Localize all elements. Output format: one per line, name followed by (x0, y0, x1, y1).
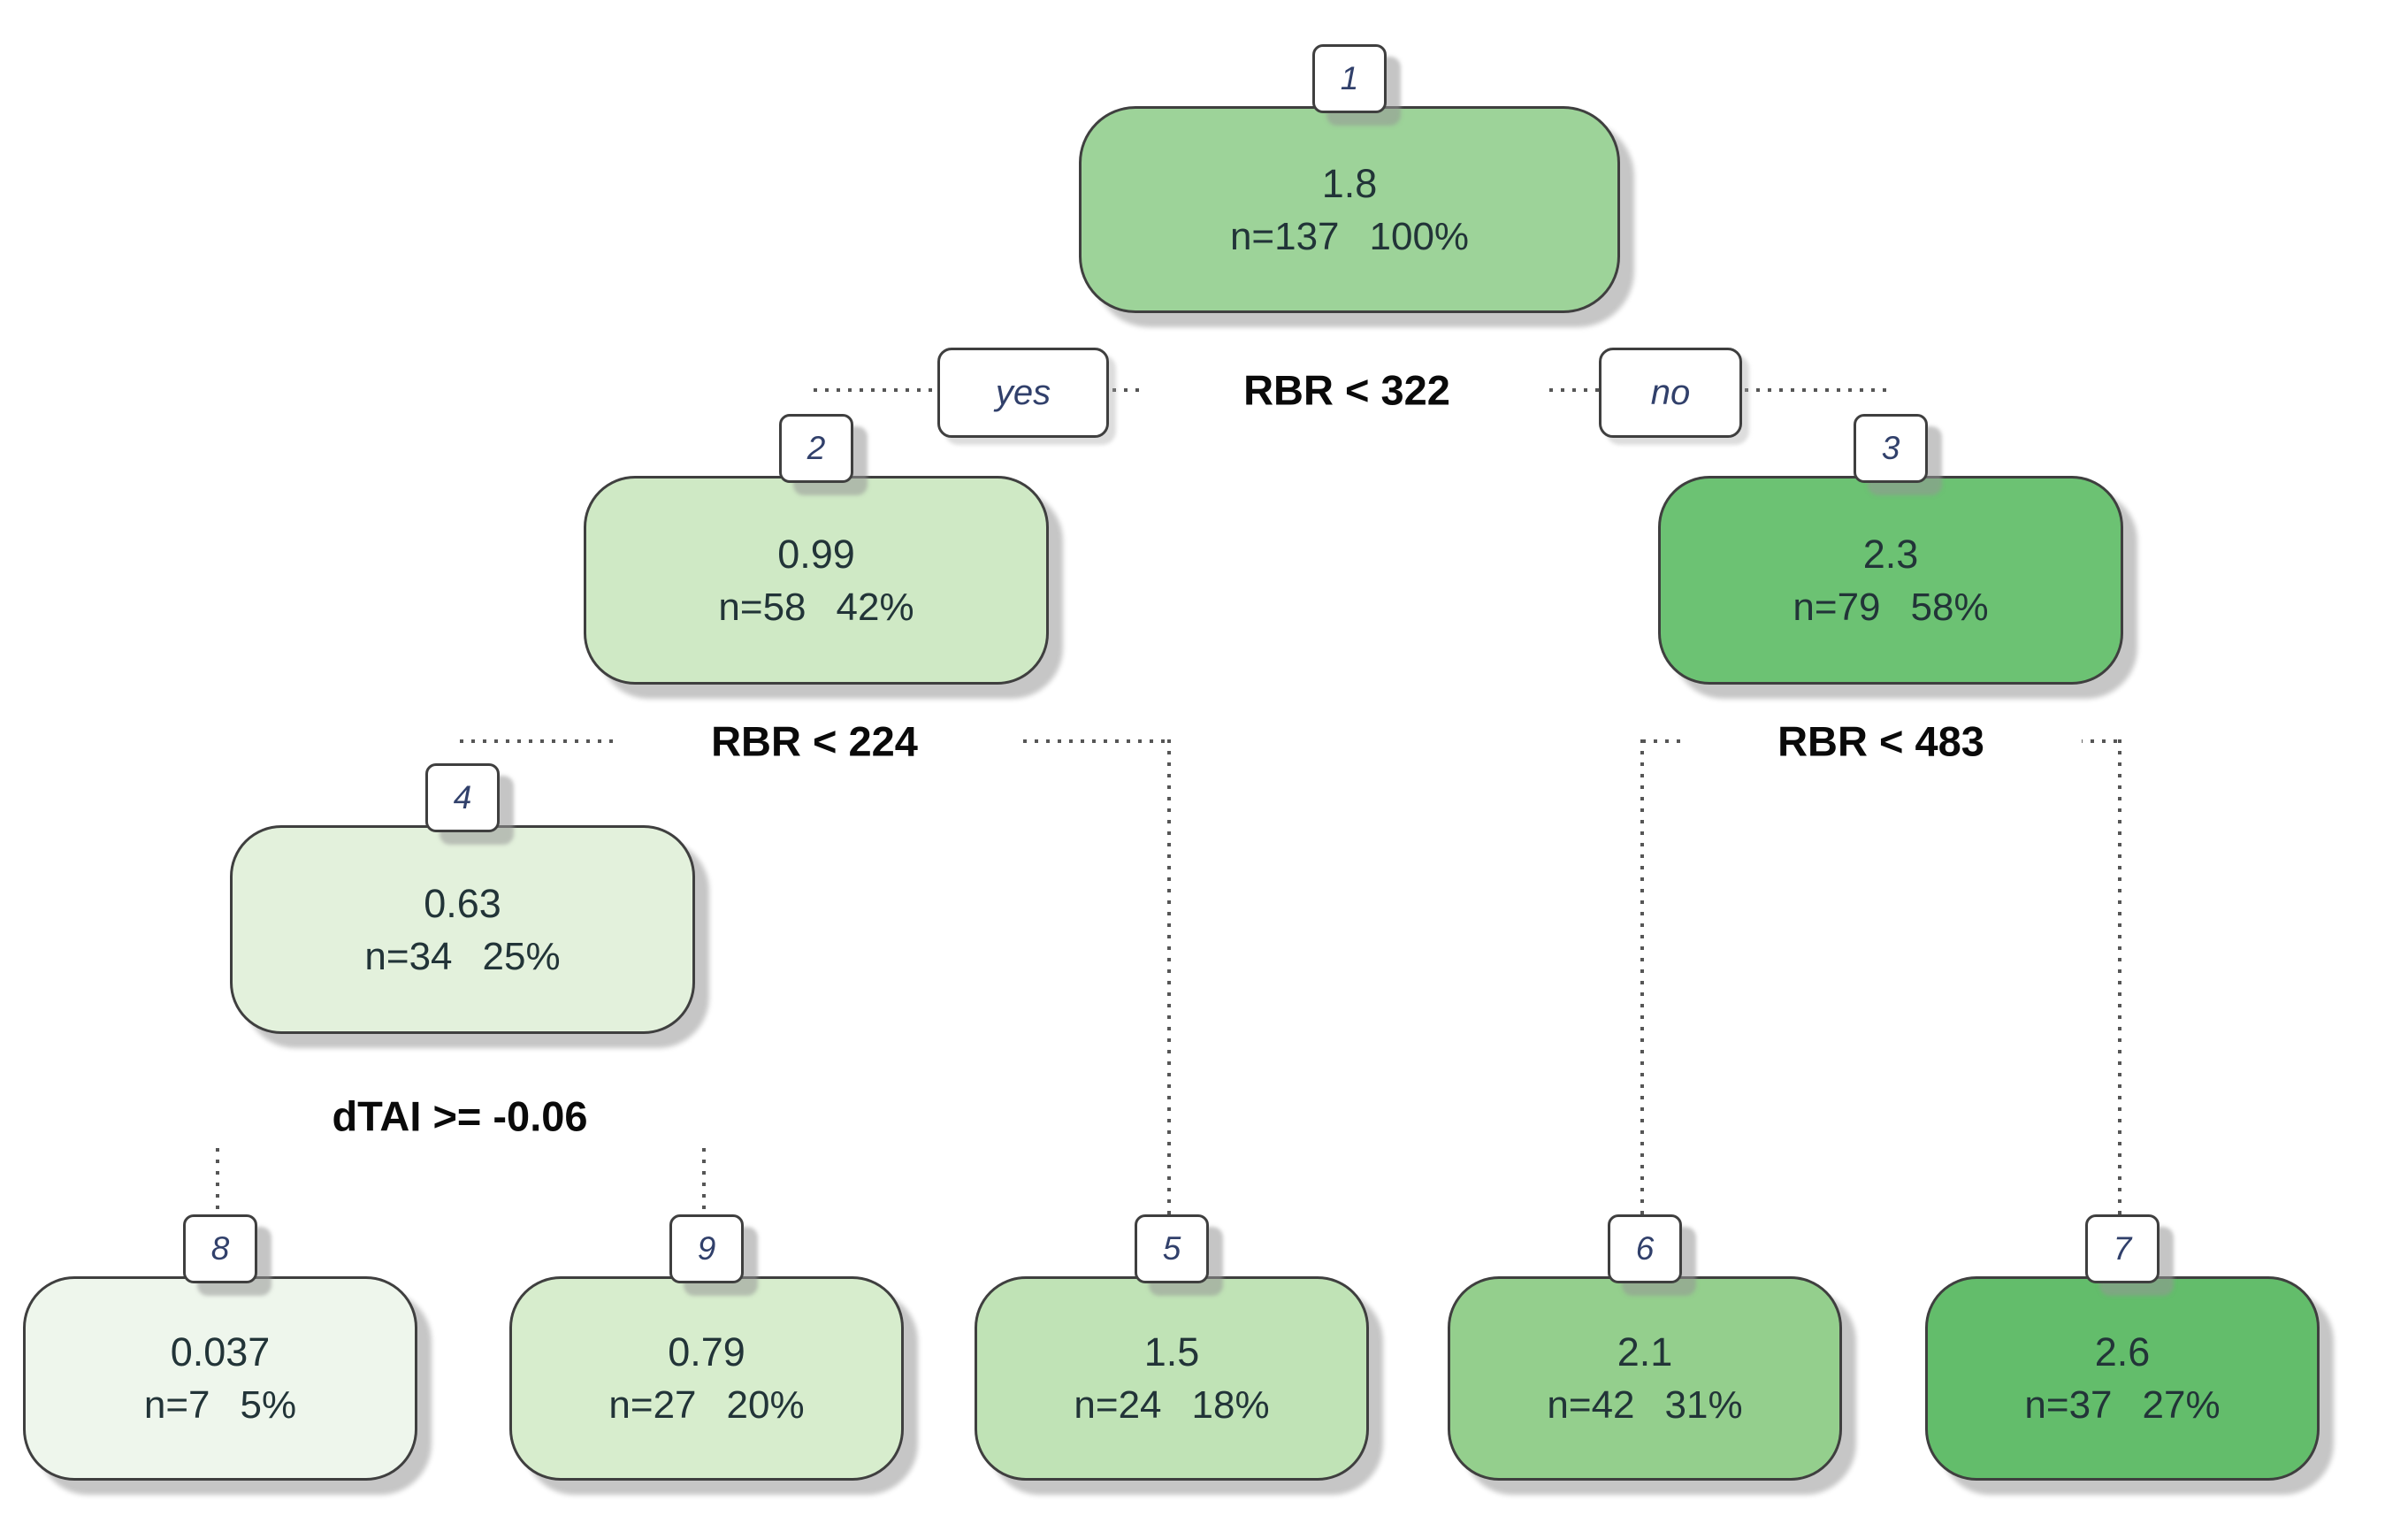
tree-node-9: 0.79 n=27 20% (509, 1276, 904, 1481)
connector-to-node-7 (2118, 739, 2121, 1214)
tree-node-7: 2.6 n=37 27% (1925, 1276, 2320, 1481)
node-number-tab-8: 8 (183, 1214, 257, 1283)
connector-to-node-8 (216, 1148, 219, 1214)
node-pct: 58% (1910, 585, 1989, 629)
node-number-tab-2: 2 (779, 414, 853, 483)
node-pct: 27% (2142, 1383, 2221, 1427)
connector-to-node-9 (702, 1148, 706, 1214)
node-pct: 25% (482, 934, 561, 978)
node-n: n=34 (364, 934, 453, 978)
branch-label-yes: yes (937, 348, 1109, 438)
node-value: 0.99 (777, 531, 855, 577)
node-stats: n=42 31% (1547, 1386, 1742, 1425)
connector-to-node-6 (1640, 739, 1644, 1214)
connector-to-node-5 (1167, 739, 1171, 1214)
tree-node-4: 0.63 n=34 25% (230, 825, 695, 1034)
node-stats: n=79 58% (1793, 585, 1989, 629)
node-value: 1.5 (1143, 1329, 1200, 1374)
node-number-tab-5: 5 (1135, 1214, 1209, 1283)
node-n: n=79 (1793, 585, 1881, 629)
node-n: n=37 (2024, 1383, 2113, 1427)
node-n: n=7 (143, 1383, 210, 1427)
node-n: n=42 (1547, 1383, 1635, 1427)
tree-node-6: 2.1 n=42 31% (1448, 1276, 1842, 1481)
tree-node-5: 1.5 n=24 18% (975, 1276, 1369, 1481)
node-value: 0.037 (170, 1329, 271, 1374)
split-label-dtai: dTAI >= -0.06 (314, 1086, 606, 1146)
split-label-rbr-224: RBR < 224 (614, 711, 1015, 771)
node-n: n=27 (608, 1383, 697, 1427)
node-number-tab-1: 1 (1312, 44, 1387, 113)
node-pct: 42% (836, 585, 914, 629)
node-stats: n=27 20% (608, 1386, 804, 1425)
node-pct: 100% (1369, 214, 1470, 258)
node-n: n=137 (1229, 214, 1340, 258)
split-label-rbr-322: RBR < 322 (1146, 360, 1548, 420)
tree-node-2: 0.99 n=58 42% (584, 476, 1049, 685)
node-n: n=24 (1074, 1383, 1162, 1427)
node-pct: 31% (1664, 1383, 1743, 1427)
node-number-tab-4: 4 (425, 763, 500, 832)
tree-node-8: 0.037 n=7 5% (23, 1276, 417, 1481)
node-value: 2.6 (2094, 1329, 2151, 1374)
node-stats: n=34 25% (364, 934, 561, 978)
node-value: 0.63 (424, 880, 501, 926)
node-pct: 5% (240, 1383, 297, 1427)
node-value: 2.3 (1862, 531, 1919, 577)
node-number-tab-9: 9 (669, 1214, 744, 1283)
tree-node-1: 1.8 n=137 100% (1079, 106, 1620, 313)
node-stats: n=137 100% (1229, 214, 1470, 258)
node-stats: n=7 5% (144, 1386, 296, 1425)
split-label-rbr-483: RBR < 483 (1680, 711, 2082, 771)
node-value: 0.79 (668, 1329, 745, 1374)
node-stats: n=24 18% (1074, 1386, 1269, 1425)
node-value: 1.8 (1321, 160, 1378, 206)
node-number-tab-7: 7 (2085, 1214, 2160, 1283)
node-number-tab-6: 6 (1608, 1214, 1682, 1283)
node-stats: n=58 42% (718, 585, 914, 629)
node-stats: n=37 27% (2024, 1386, 2220, 1425)
tree-node-3: 2.3 n=79 58% (1658, 476, 2123, 685)
node-value: 2.1 (1617, 1329, 1673, 1374)
node-n: n=58 (718, 585, 806, 629)
branch-label-no: no (1599, 348, 1742, 438)
node-number-tab-3: 3 (1854, 414, 1928, 483)
node-pct: 20% (726, 1383, 805, 1427)
node-pct: 18% (1191, 1383, 1270, 1427)
